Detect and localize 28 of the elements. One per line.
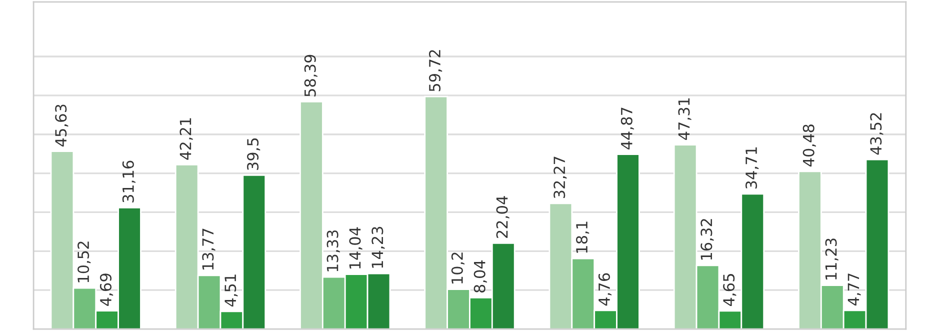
data-label: 18,1	[576, 222, 590, 253]
data-label: 10,2	[451, 252, 465, 284]
data-label: 4,65	[723, 274, 736, 306]
data-label: 34,71	[745, 147, 759, 189]
data-label: 22,04	[496, 196, 510, 238]
data-label: 40,48	[802, 124, 816, 167]
data-label: 10,52	[78, 242, 91, 282]
data-label: 59,72	[428, 50, 442, 92]
data-label: 42,21	[180, 118, 193, 160]
data-label: 31,16	[122, 160, 136, 202]
data-label: 4,76	[598, 273, 612, 306]
data-label: 45,63	[55, 104, 68, 146]
data-label: 44,87	[620, 108, 634, 150]
data-label: 8,04	[474, 260, 487, 293]
data-label: 14,04	[349, 227, 362, 269]
data-label: 4,77	[848, 274, 861, 306]
data-label: 43,52	[870, 113, 884, 155]
data-label: 4,69	[100, 274, 114, 306]
data-label: 32,27	[554, 156, 567, 198]
data-label: 13,33	[326, 230, 340, 272]
data-label: 13,77	[202, 228, 216, 270]
data-label: 14,23	[372, 226, 385, 268]
data-label: 39,5	[247, 138, 260, 170]
data-label: 47,31	[678, 98, 692, 140]
data-label: 58,39	[304, 54, 318, 96]
data-label: 11,23	[825, 238, 838, 280]
data-label: 4,51	[224, 274, 238, 307]
data-label: 16,32	[700, 219, 714, 260]
